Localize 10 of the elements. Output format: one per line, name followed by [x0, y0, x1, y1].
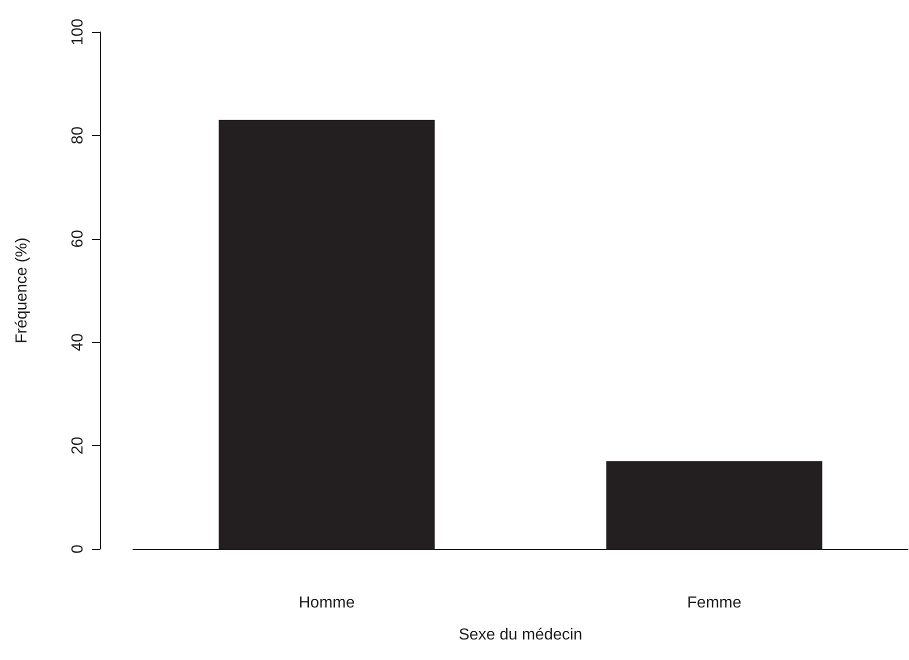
x-axis-title: Sexe du médecin [458, 626, 582, 644]
x-tick-label: Femme [687, 594, 742, 612]
y-tick-label: 40 [70, 333, 86, 352]
y-axis-title: Fréquence (%) [14, 238, 30, 344]
y-tick-label: 100 [70, 18, 86, 46]
x-tick-label: Homme [298, 594, 355, 612]
y-tick-label: 0 [70, 544, 86, 554]
y-tick-label: 20 [70, 436, 86, 454]
y-tick-label: 80 [70, 126, 86, 144]
y-tick-label: 60 [70, 230, 86, 248]
